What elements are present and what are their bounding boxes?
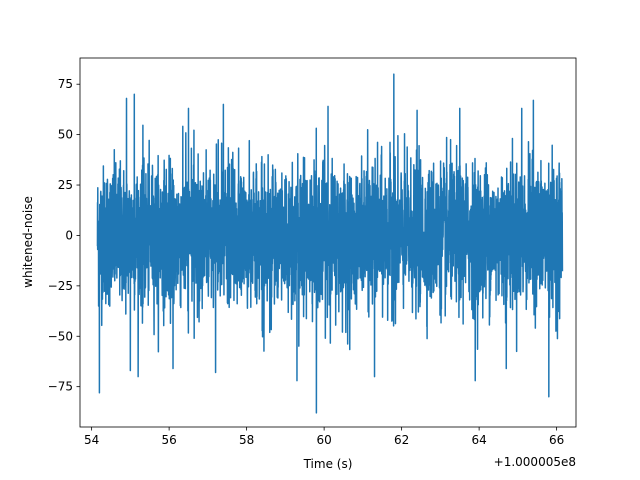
y-axis-label: whitened-noise [21,196,35,288]
y-tick-label: 50 [58,128,73,142]
x-tick-label: 62 [394,433,409,447]
x-tick-label: 60 [316,433,331,447]
y-tick-label: 25 [58,178,73,192]
x-tick-label: 64 [471,433,486,447]
y-tick-label: −50 [48,329,73,343]
x-tick-label: 66 [549,433,564,447]
x-tick-label: 56 [161,433,176,447]
axes-frame [79,57,577,428]
x-axis: 54 56 58 60 62 64 66 [84,427,564,447]
x-axis-offset-label: +1.000005e8 [494,455,576,469]
y-tick-label: 0 [65,228,73,242]
plot-area [96,73,564,414]
x-axis-label: Time (s) [303,457,353,471]
x-tick-label: 58 [239,433,254,447]
data-layer [96,73,564,414]
y-tick-label: 75 [58,77,73,91]
x-tick-label: 54 [84,433,99,447]
y-tick-label: −75 [48,380,73,394]
y-axis: −75 −50 −25 0 25 50 75 [48,77,80,394]
y-tick-label: −25 [48,279,73,293]
series-line [96,73,564,414]
